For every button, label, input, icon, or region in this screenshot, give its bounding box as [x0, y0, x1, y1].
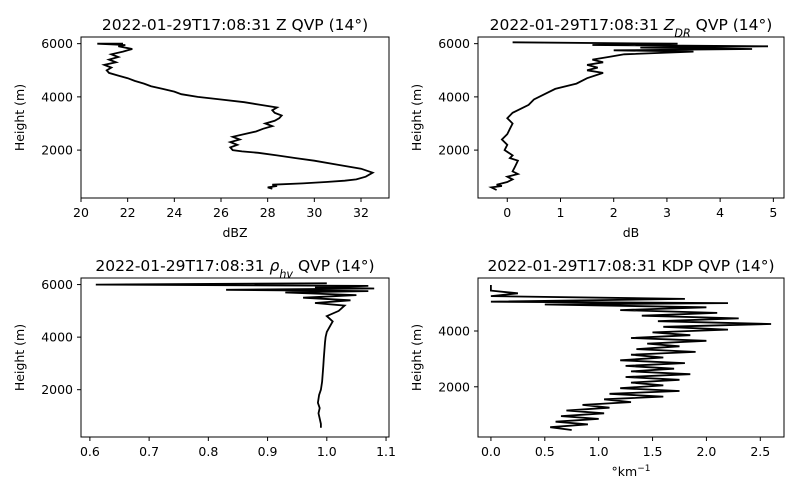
rhohv-qvp-axes-frame — [80, 277, 390, 438]
zdr-qvp-x-tick-label: 5 — [769, 205, 777, 220]
rhohv-qvp-y-axis-label: Height (m) — [12, 324, 27, 391]
rhohv-qvp-title: 2022-01-29T17:08:31 ρhv QVP (14°) — [95, 257, 374, 281]
kdp-qvp-x-tick-label: 1.5 — [643, 444, 663, 459]
kdp-qvp-axes-frame — [477, 277, 785, 438]
kdp-qvp-x-axis-label: °km−1 — [612, 464, 651, 479]
z-qvp-x-tick-label: 26 — [213, 205, 229, 220]
kdp-qvp-panel: 0.0 0.5 1.0 1.5 2.0 2.5 2000 4000 2022-01-29T17:… — [409, 257, 785, 479]
z-qvp-x-tick-label: 32 — [353, 205, 369, 220]
z-qvp-y-tick-label: 4000 — [41, 89, 73, 104]
z-qvp-y-axis-label: Height (m) — [12, 84, 27, 151]
rhohv-qvp-profile-line — [95, 282, 375, 428]
z-qvp-x-tick-label: 28 — [260, 205, 276, 220]
rhohv-qvp-x-tick-label: 0.6 — [80, 444, 100, 459]
kdp-qvp-x-tick-label: 1.0 — [589, 444, 609, 459]
rhohv-qvp-x-tick-label: 0.9 — [258, 444, 278, 459]
rhohv-qvp-x-tick-label: 0.8 — [198, 444, 218, 459]
zdr-qvp-y-tick-label: 2000 — [438, 143, 470, 158]
rhohv-qvp-x-tick-label: 0.7 — [139, 444, 159, 459]
zdr-qvp-x-tick-label: 3 — [663, 205, 671, 220]
zdr-qvp-title: 2022-01-29T17:08:31 ZDR QVP (14°) — [490, 16, 773, 40]
zdr-qvp-x-tick-label: 2 — [610, 205, 618, 220]
kdp-qvp-x-tick-label: 2.0 — [696, 444, 716, 459]
rhohv-qvp-y-tick-label: 4000 — [41, 330, 73, 345]
z-qvp-x-tick-label: 24 — [166, 205, 182, 220]
kdp-qvp-x-tick-label: 0.5 — [535, 444, 555, 459]
zdr-qvp-y-tick-label: 6000 — [438, 36, 470, 51]
zdr-qvp-axes-frame — [477, 36, 785, 199]
zdr-qvp-y-tick-label: 4000 — [438, 89, 470, 104]
z-qvp-panel: 20 22 24 26 28 30 32 2000 4000 6000 2022-01-29T17:… — [12, 16, 390, 240]
z-qvp-axes-frame — [80, 36, 390, 199]
z-qvp-y-tick-label: 2000 — [41, 143, 73, 158]
zdr-qvp-panel: 0 1 2 3 4 5 2000 4000 6000 2022-01-29T17:08:31 ZD… — [409, 16, 785, 240]
kdp-qvp-y-axis-label: Height (m) — [409, 324, 424, 391]
zdr-qvp-x-tick-label: 1 — [557, 205, 565, 220]
z-qvp-y-tick-label: 6000 — [41, 36, 73, 51]
kdp-qvp-x-tick-label: 0.0 — [481, 444, 501, 459]
zdr-qvp-x-axis-label: dB — [623, 225, 640, 240]
z-qvp-x-axis-label: dBZ — [222, 225, 247, 240]
z-qvp-x-tick-label: 22 — [120, 205, 136, 220]
kdp-qvp-y-tick-label: 2000 — [438, 379, 470, 394]
rhohv-qvp-y-tick-label: 2000 — [41, 382, 73, 397]
zdr-qvp-x-tick-label: 4 — [716, 205, 724, 220]
rhohv-qvp-x-tick-label: 1.1 — [376, 444, 396, 459]
rhohv-qvp-panel: 0.6 0.7 0.8 0.9 1.0 1.1 2000 4000 6000 2022-01-29… — [12, 257, 396, 459]
zdr-qvp-x-tick-label: 0 — [503, 205, 511, 220]
z-qvp-x-tick-label: 30 — [306, 205, 322, 220]
kdp-qvp-profile-line — [489, 285, 772, 431]
rhohv-qvp-y-tick-label: 6000 — [41, 277, 73, 292]
kdp-qvp-x-tick-label: 2.5 — [750, 444, 770, 459]
rhohv-qvp-x-tick-label: 1.0 — [317, 444, 337, 459]
kdp-qvp-title: 2022-01-29T17:08:31 KDP QVP (14°) — [487, 257, 774, 275]
z-qvp-profile-line — [97, 42, 375, 190]
zdr-qvp-profile-line — [488, 41, 769, 191]
z-qvp-title: 2022-01-29T17:08:31 Z QVP (14°) — [102, 16, 368, 34]
zdr-qvp-y-axis-label: Height (m) — [409, 84, 424, 151]
kdp-qvp-y-tick-label: 4000 — [438, 324, 470, 339]
z-qvp-x-tick-label: 20 — [73, 205, 89, 220]
